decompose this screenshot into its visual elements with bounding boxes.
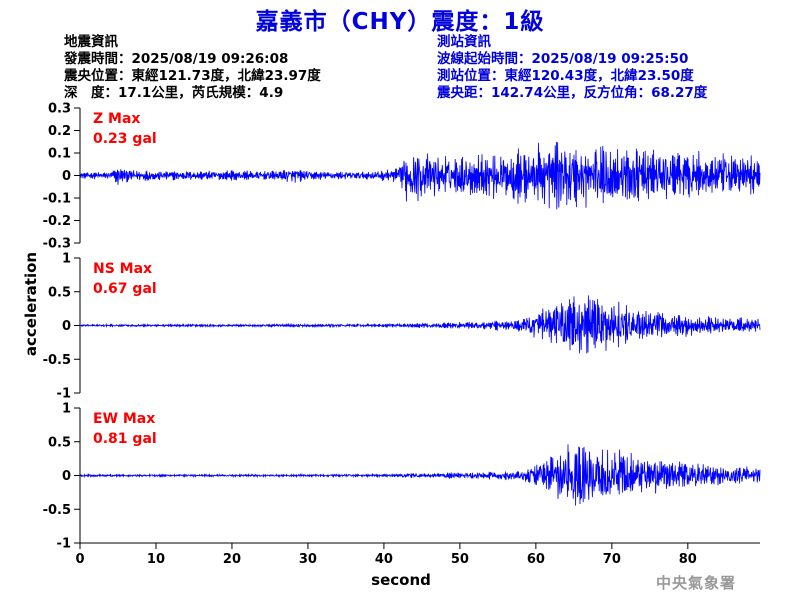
distance-azimuth: 震央距：142.74公里，反方位角：68.27度 <box>437 85 708 101</box>
x-tick-label: 70 <box>603 552 621 567</box>
y-tick-label: 0 <box>62 469 71 484</box>
y-tick-label: 0.1 <box>48 147 71 162</box>
y-tick-label: -0.3 <box>43 237 71 252</box>
trace-ew <box>79 444 761 506</box>
depth-magnitude: 深 度：17.1公里，芮氏規模：4.9 <box>64 85 284 101</box>
max-label-ns: NS Max <box>93 261 152 277</box>
max-value-ew: 0.81 gal <box>93 431 157 447</box>
x-tick-label: 30 <box>299 552 317 567</box>
station-location: 測站位置：東經120.43度，北緯23.50度 <box>437 68 694 84</box>
x-tick-label: 80 <box>679 552 697 567</box>
agency-watermark: 中央氣象署 <box>656 574 737 592</box>
y-tick-label: 0.5 <box>48 285 71 300</box>
chart-title: 嘉義市（CHY）震度：1級 <box>255 9 545 35</box>
x-tick-label: 40 <box>375 552 393 567</box>
max-label-z: Z Max <box>93 111 140 127</box>
earthquake-info: 地震資訊 發震時間：2025/08/19 09:26:08 震央位置：東經121… <box>64 34 321 102</box>
x-tick-label: 0 <box>75 552 84 567</box>
y-tick-label: 0.5 <box>48 435 71 450</box>
trace-z <box>79 141 761 210</box>
y-tick-label: 1 <box>62 402 71 417</box>
y-tick-label: -0.2 <box>43 214 71 229</box>
epicenter-location: 震央位置：東經121.73度，北緯23.97度 <box>64 68 321 84</box>
y-tick-label: -0.5 <box>43 503 71 518</box>
earthquake-info-header: 地震資訊 <box>64 34 118 50</box>
x-tick-label: 50 <box>451 552 469 567</box>
y-tick-label: -1 <box>57 537 71 552</box>
y-tick-label: 0 <box>62 169 71 184</box>
y-axis-label: acceleration <box>22 251 40 357</box>
y-tick-label: 0.2 <box>48 124 71 139</box>
y-tick-label: 0.3 <box>48 102 71 117</box>
max-label-ew: EW Max <box>93 411 155 427</box>
y-tick-label: -0.1 <box>43 192 71 207</box>
x-axis-label: second <box>371 571 431 589</box>
origin-time: 發震時間：2025/08/19 09:26:08 <box>64 51 289 67</box>
max-value-z: 0.23 gal <box>93 131 157 147</box>
x-tick-label: 60 <box>527 552 545 567</box>
y-tick-label: -0.5 <box>43 353 71 368</box>
y-tick-label: -1 <box>57 387 71 402</box>
max-value-ns: 0.67 gal <box>93 281 157 297</box>
x-tick-label: 10 <box>147 552 165 567</box>
wave-start-time: 波線起始時間：2025/08/19 09:25:50 <box>437 51 689 67</box>
station-info-header: 測站資訊 <box>437 34 491 50</box>
y-tick-label: 1 <box>62 252 71 267</box>
trace-ns <box>79 295 761 354</box>
station-info: 測站資訊 波線起始時間：2025/08/19 09:25:50 測站位置：東經1… <box>437 34 707 102</box>
y-tick-label: 0 <box>62 319 71 334</box>
x-tick-label: 20 <box>223 552 241 567</box>
